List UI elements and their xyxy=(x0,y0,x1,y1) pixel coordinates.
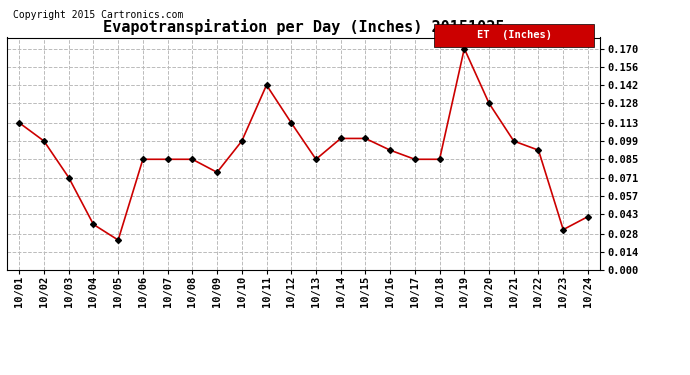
Text: Copyright 2015 Cartronics.com: Copyright 2015 Cartronics.com xyxy=(13,10,184,20)
Text: ET  (Inches): ET (Inches) xyxy=(477,30,552,40)
Title: Evapotranspiration per Day (Inches) 20151025: Evapotranspiration per Day (Inches) 2015… xyxy=(103,19,504,35)
FancyBboxPatch shape xyxy=(434,24,594,47)
